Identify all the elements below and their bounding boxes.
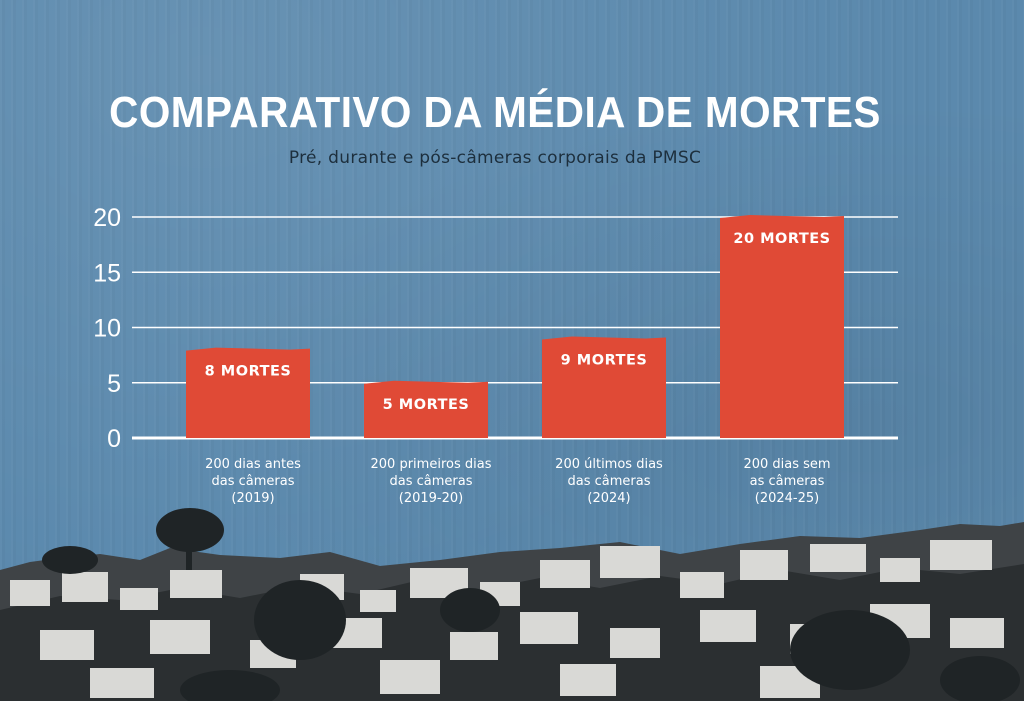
y-tick-label: 5 — [107, 370, 121, 398]
chart-subtitle: Pré, durante e pós-câmeras corporais da … — [288, 148, 702, 168]
category-label-line: das câmeras — [390, 474, 473, 489]
category-label-line: das câmeras — [568, 474, 651, 489]
category-label: 200 últimos dias das câmeras (2024) — [555, 457, 663, 506]
category-label-line: (2019-20) — [399, 491, 463, 506]
category-label: 200 dias antes das câmeras (2019) — [205, 457, 301, 506]
bar-data-label: 8 MORTES — [205, 364, 292, 380]
bar-data-label: 9 MORTES — [561, 353, 648, 369]
bar-data-label: 5 MORTES — [383, 397, 470, 413]
bar-data-label: 20 MORTES — [733, 231, 830, 247]
category-label: 200 primeiros dias das câmeras (2019-20) — [371, 457, 492, 506]
category-label: 200 dias sem as câmeras (2024-25) — [743, 457, 830, 506]
x-axis-categories: 200 dias antes das câmeras (2019) 200 prime… — [205, 457, 830, 506]
category-label-line: das câmeras — [212, 474, 295, 489]
y-tick-label: 10 — [93, 315, 121, 343]
bars — [186, 215, 844, 438]
hillside-houses-photo — [0, 508, 1024, 701]
bar — [186, 347, 310, 438]
chart-title: COMPARATIVO DA MÉDIA DE MORTES — [109, 88, 881, 137]
y-tick-label: 0 — [107, 425, 121, 453]
bar — [364, 380, 488, 438]
category-label-line: (2019) — [231, 491, 274, 506]
category-label-line: (2024-25) — [755, 491, 819, 506]
bar-data-labels: 8 MORTES 5 MORTES 9 MORTES 20 MORTES — [205, 231, 830, 413]
category-label-line: 200 dias antes — [205, 457, 301, 472]
bar-chart: 0 5 10 15 20 8 MORTES 5 MORTES 9 MORTES 20 MORT… — [93, 204, 898, 506]
category-label-line: 200 últimos dias — [555, 457, 663, 472]
y-axis-ticks: 0 5 10 15 20 — [93, 204, 121, 453]
category-label-line: 200 primeiros dias — [371, 457, 492, 472]
y-tick-label: 20 — [93, 204, 121, 232]
y-tick-label: 15 — [93, 259, 121, 287]
bar — [542, 336, 666, 438]
category-label-line: (2024) — [587, 491, 630, 506]
category-label-line: as câmeras — [750, 474, 825, 489]
category-label-line: 200 dias sem — [743, 457, 830, 472]
bar — [720, 215, 844, 438]
